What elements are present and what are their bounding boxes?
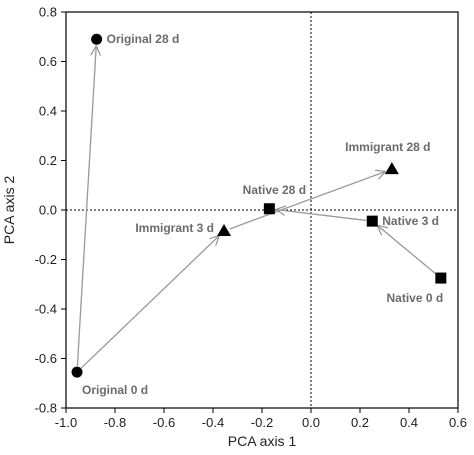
- y-tick-label: -0.2: [35, 252, 57, 267]
- x-tick-label: -0.8: [104, 415, 126, 430]
- circle-marker: [91, 33, 103, 45]
- x-axis-title: PCA axis 1: [228, 433, 297, 449]
- y-tick-label: -0.4: [35, 302, 57, 317]
- x-tick-label: -0.6: [153, 415, 175, 430]
- trajectory-arrow: [76, 46, 96, 367]
- triangle-marker: [217, 224, 232, 237]
- y-tick-label: 0.6: [39, 54, 57, 69]
- trajectory-arrow: [276, 210, 367, 222]
- data-points: [71, 33, 447, 378]
- square-marker: [263, 203, 275, 215]
- circle-marker: [71, 366, 83, 378]
- x-tick-label: 0.2: [351, 415, 369, 430]
- y-tick-label: 0.0: [39, 203, 57, 218]
- point-label: Native 3 d: [382, 214, 439, 228]
- x-tick-label: 0.6: [449, 415, 467, 430]
- trajectory-arrows: [76, 46, 437, 369]
- y-tick-label: 0.2: [39, 153, 57, 168]
- y-tick-label: 0.8: [39, 5, 57, 20]
- y-tick-label: -0.6: [35, 351, 57, 366]
- x-tick-label: 0.0: [302, 415, 320, 430]
- y-axis-ticks: 0.8 0.6 0.4 0.2 0.0 -0.2 -0.4 -0.6 -0.8: [35, 5, 66, 416]
- point-label: Native 0 d: [386, 291, 443, 305]
- point-label: Original 28 d: [107, 32, 180, 46]
- x-tick-label: -1.0: [55, 415, 77, 430]
- x-tick-label: -0.2: [251, 415, 273, 430]
- x-tick-label: -0.4: [202, 415, 224, 430]
- triangle-marker: [384, 162, 399, 175]
- trajectory-arrow: [378, 226, 437, 275]
- trajectory-arrow: [229, 172, 386, 230]
- point-label: Immigrant 28 d: [345, 140, 430, 154]
- square-marker: [366, 215, 378, 227]
- point-label: Native 28 d: [243, 183, 306, 197]
- y-tick-label: -0.8: [35, 401, 57, 416]
- point-label: Original 0 d: [82, 383, 148, 397]
- square-marker: [435, 272, 447, 284]
- point-labels: Original 28 d Original 0 d Immigrant 3 d Im…: [82, 32, 443, 397]
- y-axis-title: PCA axis 2: [1, 176, 17, 245]
- trajectory-arrow: [80, 236, 219, 369]
- x-axis-ticks: -1.0 -0.8 -0.6 -0.4 -0.2 0.0 0.2 0.4 0.6: [55, 408, 467, 430]
- point-label: Immigrant 3 d: [135, 221, 214, 235]
- y-tick-label: 0.4: [39, 104, 57, 119]
- x-tick-label: 0.4: [400, 415, 418, 430]
